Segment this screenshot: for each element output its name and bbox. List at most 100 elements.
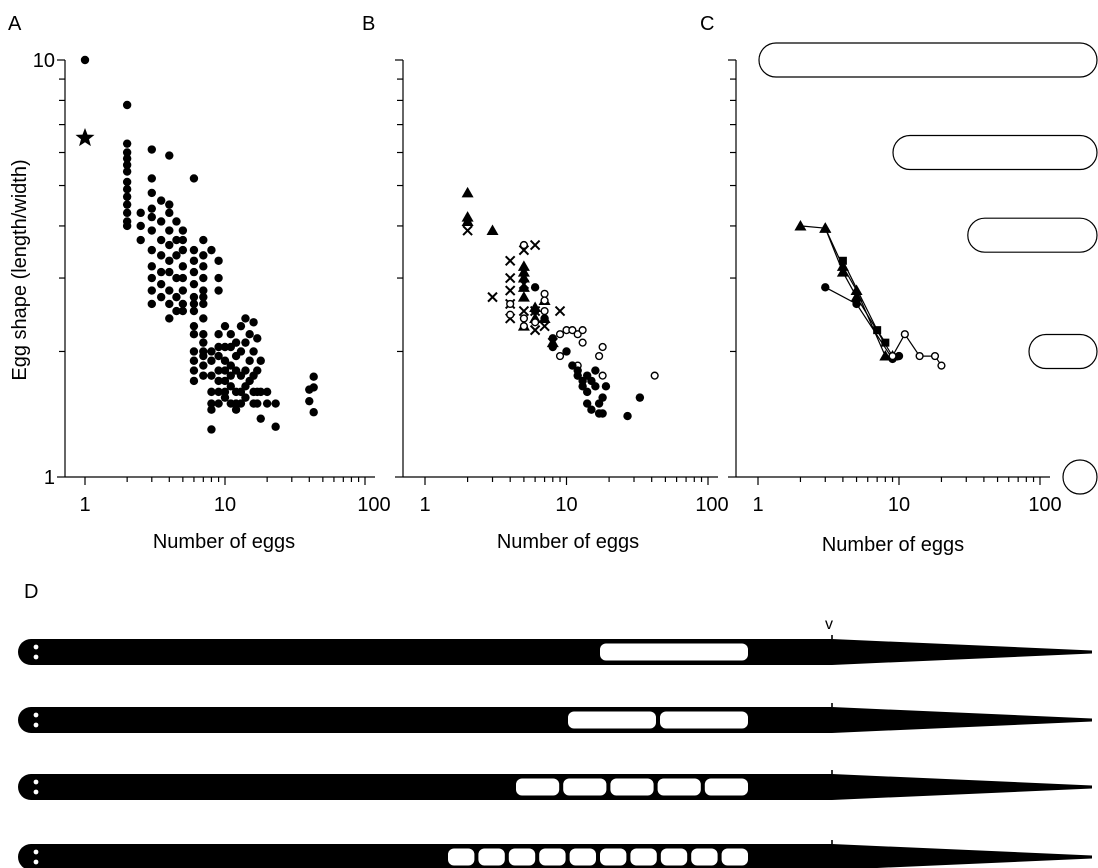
panel-a-plot: 1 10 1 10 100 [33, 50, 391, 516]
data-point [147, 299, 156, 309]
ovariole-pore [33, 712, 39, 718]
x-tick-label: 100 [695, 494, 728, 516]
data-point [122, 192, 132, 201]
egg-segment [478, 848, 505, 866]
data-point [540, 314, 549, 323]
data-point [236, 347, 246, 356]
data-point [165, 314, 174, 323]
data-point [915, 351, 924, 361]
data-point [178, 226, 188, 235]
data-point [598, 342, 607, 352]
data-point [241, 314, 250, 323]
data-point [75, 128, 95, 147]
data-point [178, 306, 188, 316]
data-point [147, 145, 156, 154]
data-point [165, 200, 174, 209]
data-point [256, 356, 265, 365]
data-point [253, 399, 262, 408]
data-point [598, 371, 607, 380]
data-point [241, 366, 250, 375]
data-point [262, 387, 272, 397]
data-point [271, 422, 280, 431]
data-point [189, 267, 199, 277]
data-point [517, 281, 530, 292]
data-point [147, 262, 156, 271]
egg-segment [600, 848, 627, 866]
data-point [504, 272, 516, 284]
data-point [930, 351, 940, 361]
data-point [226, 371, 235, 380]
data-point [937, 361, 946, 370]
egg-segment [600, 643, 748, 661]
x-tick-label: 10 [555, 494, 577, 516]
data-point [519, 240, 529, 250]
data-point [207, 356, 216, 365]
data-point [80, 55, 90, 65]
ovariole-pore [33, 654, 39, 660]
data-point [214, 387, 223, 397]
data-point [189, 330, 199, 339]
y-tick-label: 10 [33, 50, 55, 72]
data-point [189, 174, 199, 183]
data-point [548, 342, 557, 352]
egg-outline-shape [1062, 459, 1098, 495]
data-point [462, 225, 473, 236]
egg-outline-shape [967, 217, 1098, 253]
data-point [199, 286, 208, 295]
data-point [189, 321, 199, 331]
data-point [578, 382, 587, 391]
data-point [147, 245, 156, 255]
data-point [650, 371, 659, 380]
data-point [529, 239, 541, 251]
data-point [517, 260, 530, 271]
ovariole-pore [33, 779, 39, 785]
ovariole-pore [33, 789, 39, 795]
data-point [838, 256, 847, 265]
data-point [122, 154, 132, 163]
x-axis-label-a: Number of eggs [153, 531, 295, 553]
x-tick-label: 1 [752, 494, 763, 516]
data-point [214, 342, 223, 352]
data-point [573, 371, 582, 380]
data-point [156, 196, 166, 205]
data-point [226, 382, 235, 391]
ovariole-pore [33, 722, 39, 728]
data-point [207, 387, 216, 397]
panel-letter-b: B [362, 13, 375, 35]
data-point [819, 222, 832, 233]
data-point [540, 289, 549, 298]
data-point [236, 387, 246, 397]
data-point [231, 405, 241, 414]
data-point [309, 408, 318, 417]
x-tick-label: 1 [79, 494, 90, 516]
data-point [249, 347, 258, 356]
data-point [881, 338, 890, 347]
data-point [207, 399, 216, 408]
data-point [226, 361, 235, 370]
data-point [548, 334, 557, 343]
egg-segment [704, 778, 748, 796]
data-point [518, 278, 530, 290]
data-point [309, 383, 318, 392]
data-point [214, 330, 223, 339]
data-point [189, 245, 199, 255]
data-point [305, 396, 314, 406]
data-point [122, 167, 132, 176]
data-point [529, 324, 541, 336]
data-point [189, 366, 199, 375]
data-point [236, 321, 246, 331]
data-point [156, 251, 166, 260]
data-point [601, 382, 611, 391]
data-point [165, 151, 174, 160]
data-point [165, 286, 174, 295]
egg-segment [569, 848, 596, 866]
egg-segment [568, 711, 656, 729]
data-point [888, 351, 897, 361]
egg-segment [516, 778, 560, 796]
data-point [122, 177, 132, 187]
x-axis-label-b: Number of eggs [497, 531, 639, 553]
data-point [900, 330, 909, 339]
data-point [241, 393, 250, 402]
egg-segment [448, 848, 475, 866]
data-point [207, 347, 216, 356]
